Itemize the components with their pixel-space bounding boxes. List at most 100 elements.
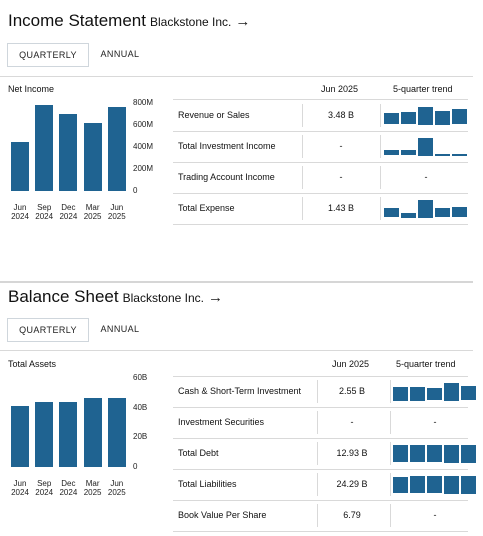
- row-label: Cash & Short-Term Investment: [178, 385, 302, 396]
- row-label: Total Debt: [178, 447, 219, 458]
- column-separator: [302, 166, 303, 189]
- trend-bar: [444, 475, 459, 494]
- x-tick-label-line: 2025: [83, 488, 102, 497]
- x-tick-label: Mar 2025: [78, 203, 108, 221]
- trend-empty: -: [433, 416, 437, 427]
- x-tick-label-line: 2025: [83, 212, 102, 221]
- row-divider: [173, 131, 468, 132]
- y-tick-label: 40B: [133, 402, 148, 412]
- row-label: Total Expense: [178, 202, 235, 213]
- column-separator: [390, 473, 391, 496]
- row-divider: [173, 407, 468, 408]
- row-value: -: [339, 171, 343, 182]
- x-tick-label-line: Jun: [110, 203, 124, 212]
- row-label: Trading Account Income: [178, 171, 275, 182]
- trend-bar: [384, 150, 399, 156]
- trend-bar: [418, 106, 433, 125]
- row-value: -: [339, 140, 343, 151]
- trend-bar: [410, 476, 425, 494]
- chart-bar: [107, 106, 126, 191]
- x-tick-label-line: Mar: [85, 203, 100, 212]
- column-separator: [317, 380, 318, 403]
- company-name: Blackstone Inc.: [149, 15, 232, 29]
- y-tick-label: 20B: [133, 432, 148, 442]
- row-divider: [173, 438, 468, 439]
- divider: [173, 376, 468, 377]
- x-tick-label: Jun 2024: [5, 479, 35, 497]
- row-divider: [173, 224, 468, 225]
- column-separator: [380, 166, 381, 189]
- chart-bar: [83, 398, 102, 467]
- trend-bar: [461, 475, 476, 494]
- arrow-right-icon[interactable]: →: [235, 13, 251, 30]
- tab-annual[interactable]: ANNUAL: [100, 324, 140, 334]
- column-separator: [302, 197, 303, 220]
- trend-bar: [393, 477, 408, 494]
- trend-bar: [452, 206, 467, 218]
- trend-bar: [427, 445, 442, 463]
- row-label: Total Investment Income: [178, 140, 276, 151]
- chart-label: Net Income: [8, 84, 55, 94]
- income-statement-title[interactable]: Income Statement Blackstone Inc. →: [8, 11, 250, 31]
- trend-bar: [461, 444, 476, 463]
- x-tick-label-line: Sep: [37, 203, 52, 212]
- x-tick-label-line: 2025: [107, 488, 126, 497]
- arrow-right-icon[interactable]: →: [207, 289, 223, 306]
- tab-quarterly[interactable]: QUARTERLY: [7, 43, 89, 67]
- x-tick-label-line: 2025: [107, 212, 126, 221]
- x-tick-label-line: Mar: [85, 479, 100, 488]
- x-tick-label: Jun 2025: [102, 479, 132, 497]
- chart-bar: [11, 142, 29, 191]
- x-tick-label-line: 2024: [11, 212, 29, 221]
- column-separator: [380, 104, 381, 127]
- row-value: -: [350, 416, 354, 427]
- row-value: 24.29 B: [336, 478, 368, 489]
- balance-sheet-title[interactable]: Balance Sheet Blackstone Inc. →: [8, 287, 223, 307]
- section-title: Income Statement: [8, 11, 146, 30]
- trend-bar: [401, 213, 416, 218]
- row-value: 1.43 B: [327, 202, 355, 213]
- tab-annual[interactable]: ANNUAL: [100, 49, 140, 59]
- y-tick-label: 0: [133, 462, 138, 471]
- x-tick-label: Sep 2024: [29, 203, 59, 221]
- trend-bar: [393, 387, 408, 401]
- y-tick-label: 0: [133, 186, 138, 195]
- x-tick-label: Mar 2025: [78, 479, 108, 497]
- trend-bar: [401, 112, 416, 125]
- row-divider: [173, 469, 468, 470]
- trend-bar: [452, 153, 467, 156]
- row-divider: [173, 500, 468, 501]
- x-tick-label-line: Sep: [37, 479, 52, 488]
- trend-bar: [418, 137, 433, 156]
- tab-quarterly[interactable]: QUARTERLY: [7, 318, 89, 342]
- y-tick-label: 800M: [133, 98, 154, 107]
- x-tick-label: Jun 2025: [102, 203, 132, 221]
- column-separator: [317, 442, 318, 465]
- row-label: Revenue or Sales: [178, 109, 250, 120]
- trend-bar: [452, 109, 467, 125]
- row-value: 12.93 B: [336, 447, 368, 458]
- trend-bar: [401, 150, 416, 156]
- section-title: Balance Sheet: [8, 287, 119, 306]
- trend-bar: [393, 445, 408, 463]
- chart-bar: [11, 406, 29, 467]
- x-tick-label-line: Dec: [61, 203, 76, 212]
- row-divider: [173, 193, 468, 194]
- chart-bar: [59, 113, 78, 191]
- column-separator: [390, 411, 391, 434]
- column-header-trend: 5-quarter trend: [396, 359, 456, 369]
- x-tick-label-line: 2024: [59, 212, 78, 221]
- chart-label: Total Assets: [8, 359, 57, 369]
- trend-bar: [435, 153, 450, 156]
- trend-bar: [427, 476, 442, 494]
- company-name: Blackstone Inc.: [122, 291, 204, 305]
- column-separator: [302, 104, 303, 127]
- x-tick-label: Jun 2024: [5, 203, 35, 221]
- trend-bar: [410, 445, 425, 463]
- trend-bar: [384, 207, 399, 218]
- column-separator: [317, 473, 318, 496]
- x-tick-label: Dec 2024: [53, 203, 83, 221]
- column-header-period: Jun 2025: [321, 84, 359, 94]
- x-tick-label-line: 2024: [35, 212, 54, 221]
- row-label: Investment Securities: [178, 416, 265, 427]
